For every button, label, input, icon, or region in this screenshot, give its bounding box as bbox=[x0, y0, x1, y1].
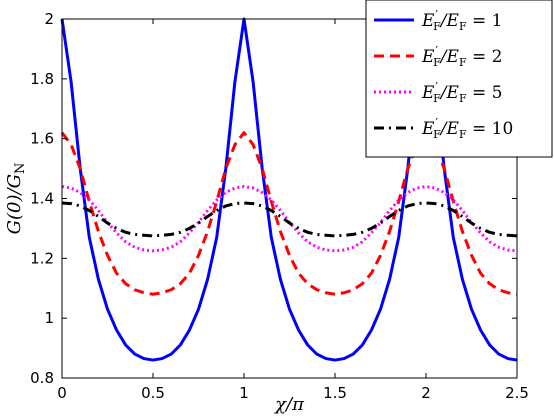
x-axis-label: χ/π bbox=[273, 394, 305, 415]
x-tick-label: 2 bbox=[421, 384, 431, 402]
series-line-2 bbox=[60, 131, 518, 296]
y-axis-label-text: G(0)/GN bbox=[4, 163, 28, 235]
x-tick-label: 1.5 bbox=[323, 384, 347, 402]
y-tick-label: 1.6 bbox=[30, 130, 54, 148]
series-line-4 bbox=[61, 201, 518, 238]
x-tick-label: 2.5 bbox=[505, 384, 529, 402]
y-tick-label: 1.8 bbox=[30, 70, 54, 88]
y-tick-label: 2 bbox=[44, 10, 54, 28]
legend-label-2: E′ F/EF = 2 bbox=[421, 44, 502, 69]
y-axis-label-sub: N bbox=[13, 163, 28, 174]
y-tick-label: 1.2 bbox=[30, 249, 54, 267]
x-tick-label: 0 bbox=[57, 384, 67, 402]
x-tick-label: 0.5 bbox=[141, 384, 165, 402]
legend-label-3: E′ F/EF = 5 bbox=[421, 80, 502, 105]
legend-label-1: E′ F/EF = 1 bbox=[421, 8, 502, 33]
legend-label-4: E′ F/EF = 10 bbox=[421, 116, 513, 141]
x-tick-label: 1 bbox=[239, 384, 249, 402]
legend: E′ F/EF = 1 E′ F/EF = 2 E′ F/EF = 5 E′ F/EF = 1… bbox=[365, 0, 553, 158]
y-tick-label: 1.4 bbox=[30, 190, 54, 208]
y-axis-label-main: G(0)/G bbox=[4, 174, 25, 234]
legend-box bbox=[365, 0, 553, 158]
y-tick-label: 0.8 bbox=[30, 369, 54, 387]
y-tick-label: 1 bbox=[44, 309, 54, 327]
y-axis-label: G(0)/GN bbox=[4, 163, 28, 235]
